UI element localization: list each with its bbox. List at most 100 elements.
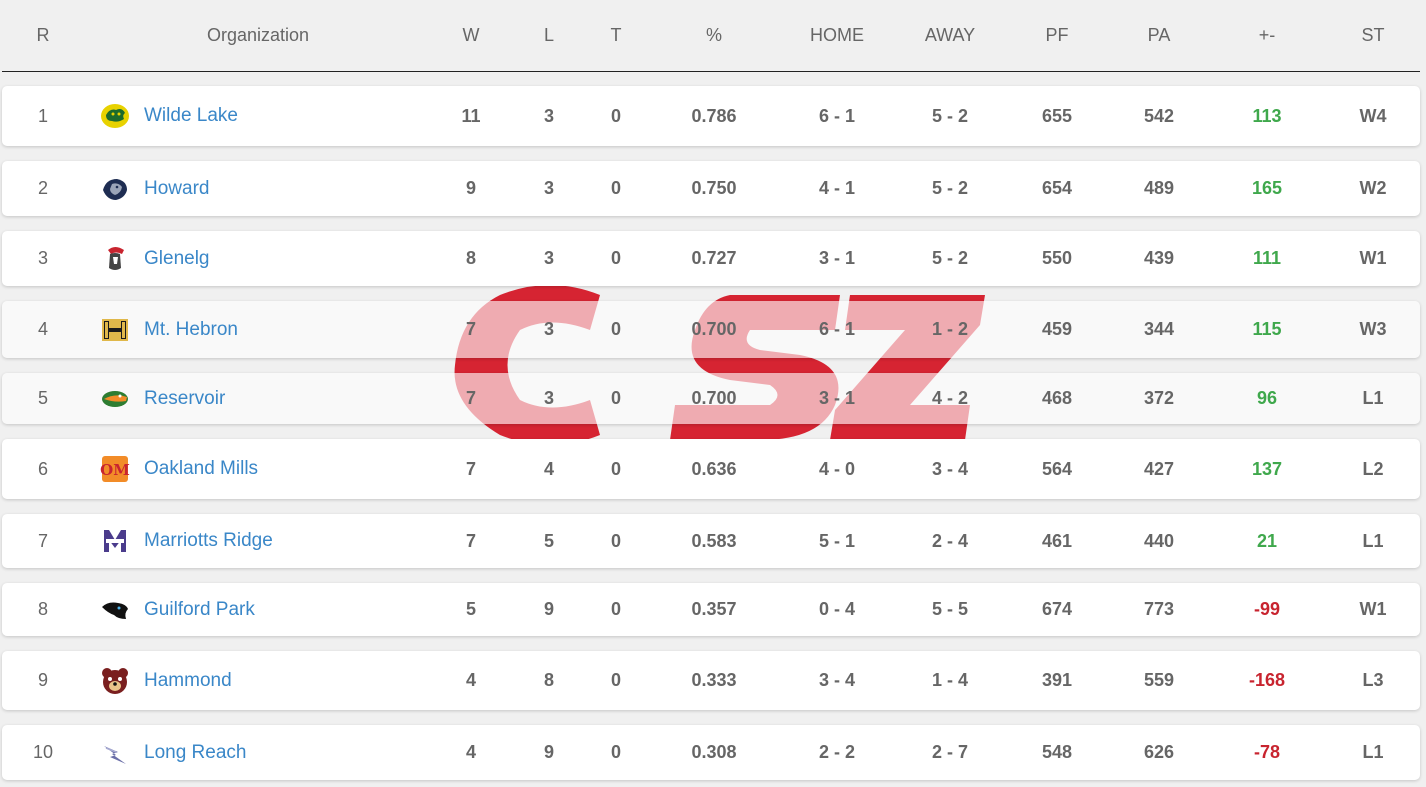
organization-link[interactable]: Howard: [144, 177, 210, 199]
cell-pf: 564: [1041, 458, 1073, 479]
cell-organization: Guilford Park: [100, 583, 420, 636]
cell-organization: Howard: [100, 161, 420, 216]
cell-pf: 391: [1041, 670, 1073, 690]
cell-organization: Hammond: [100, 651, 420, 710]
table-row[interactable]: 3 8 3 0 0.727 3 - 1 5 - 2 550 439 111 W1 Glenelg: [2, 231, 1420, 286]
cell-diff: 115: [1252, 319, 1282, 339]
cell-pct: 0.357: [691, 599, 737, 619]
cell-t: 0: [610, 178, 621, 198]
cell-organization: Wilde Lake: [100, 86, 420, 146]
organization-link[interactable]: Mt. Hebron: [144, 318, 238, 340]
cell-rank: 10: [32, 742, 54, 762]
cell-streak: W3: [1359, 319, 1387, 339]
col-header-wins[interactable]: W: [462, 24, 480, 45]
lightning-logo-icon: [100, 738, 130, 768]
cell-diff: -168: [1248, 670, 1286, 690]
table-row[interactable]: 9 4 8 0 0.333 3 - 4 1 - 4 391 559 -168 L3 Hammond: [2, 651, 1420, 710]
cell-diff: 21: [1256, 530, 1278, 551]
cell-pf: 550: [1041, 248, 1073, 268]
cell-home: 4 - 0: [818, 458, 856, 479]
col-header-home[interactable]: HOME: [810, 24, 864, 45]
organization-link[interactable]: Marriotts Ridge: [144, 530, 273, 551]
cell-streak: W1: [1359, 248, 1387, 268]
cell-w: 7: [465, 319, 476, 339]
col-header-streak[interactable]: ST: [1361, 24, 1385, 45]
cell-l: 3: [543, 319, 554, 339]
cell-l: 9: [543, 742, 554, 762]
cell-away: 3 - 4: [931, 458, 969, 479]
cell-w: 7: [465, 530, 476, 551]
organization-link[interactable]: Hammond: [144, 669, 232, 691]
cell-t: 0: [610, 105, 621, 126]
cell-streak: W1: [1359, 599, 1387, 619]
gator-logo-icon: [100, 384, 130, 414]
cell-t: 0: [610, 458, 621, 479]
table-row[interactable]: 5 7 3 0 0.700 3 - 1 4 - 2 468 372 96 L1 Reservoir: [2, 373, 1420, 424]
cell-rank: 6: [37, 458, 48, 479]
col-header-diff[interactable]: +-: [1258, 24, 1276, 45]
cell-t: 0: [610, 670, 621, 690]
cell-l: 8: [543, 670, 554, 690]
cell-pa: 439: [1143, 248, 1175, 268]
svg-text:OM: OM: [100, 461, 130, 479]
cell-streak: L1: [1362, 742, 1384, 762]
cell-diff: 165: [1251, 178, 1283, 198]
col-header-pf[interactable]: PF: [1045, 24, 1069, 45]
cell-pa: 773: [1143, 599, 1175, 619]
cell-streak: W2: [1359, 178, 1387, 198]
organization-link[interactable]: Glenelg: [144, 247, 210, 269]
cell-home: 3 - 1: [818, 388, 856, 408]
cell-pa: 427: [1143, 458, 1175, 479]
cell-diff: 96: [1256, 388, 1278, 408]
organization-link[interactable]: Long Reach: [144, 741, 247, 763]
table-row[interactable]: 7 7 5 0 0.583 5 - 1 2 - 4 461 440 21 L1 Marriotts R…: [2, 514, 1420, 568]
cell-diff: 113: [1252, 105, 1282, 126]
cell-w: 4: [465, 742, 476, 762]
table-row[interactable]: 2 9 3 0 0.750 4 - 1 5 - 2 654 489 165 W2 Howard: [2, 161, 1420, 216]
col-header-away[interactable]: AWAY: [924, 24, 976, 45]
cell-t: 0: [610, 319, 621, 339]
cell-rank: 2: [37, 178, 48, 198]
table-row[interactable]: 8 5 9 0 0.357 0 - 4 5 - 5 674 773 -99 W1 Guilford P…: [2, 583, 1420, 636]
cell-pct: 0.700: [691, 319, 737, 339]
organization-link[interactable]: Reservoir: [144, 387, 226, 409]
cell-pf: 655: [1041, 105, 1073, 126]
cell-organization: Reservoir: [100, 373, 420, 424]
cell-diff: 137: [1251, 458, 1283, 479]
cell-away: 4 - 2: [931, 388, 969, 408]
cell-home: 6 - 1: [818, 319, 856, 339]
cell-pa: 559: [1143, 670, 1175, 690]
col-header-losses[interactable]: L: [543, 24, 554, 45]
organization-link[interactable]: Wilde Lake: [144, 105, 238, 126]
col-header-organization[interactable]: Organization: [206, 24, 310, 45]
cell-t: 0: [610, 530, 621, 551]
cell-home: 0 - 4: [818, 599, 856, 619]
col-header-pa[interactable]: PA: [1147, 24, 1171, 45]
cell-organization: Mt. Hebron: [100, 301, 420, 358]
col-header-rank[interactable]: R: [36, 24, 50, 45]
cell-away: 2 - 7: [931, 742, 969, 762]
cell-home: 3 - 4: [818, 670, 856, 690]
table-row[interactable]: 10 4 9 0 0.308 2 - 2 2 - 7 548 626 -78 L1 Long Reac…: [2, 725, 1420, 780]
organization-link[interactable]: Guilford Park: [144, 598, 255, 620]
cell-t: 0: [610, 742, 621, 762]
cell-w: 9: [465, 178, 476, 198]
cell-l: 3: [543, 178, 554, 198]
cell-w: 4: [465, 670, 476, 690]
table-row[interactable]: 4 7 3 0 0.700 6 - 1 1 - 2 459 344 115 W3 Mt. Hebron: [2, 301, 1420, 358]
gladiator-logo-icon: [100, 244, 130, 274]
cell-rank: 5: [37, 388, 48, 408]
organization-link[interactable]: Oakland Mills: [144, 458, 259, 479]
cell-streak: L1: [1362, 530, 1384, 551]
cell-pf: 468: [1041, 388, 1073, 408]
col-header-pct[interactable]: %: [705, 24, 722, 45]
cell-pa: 626: [1143, 742, 1175, 762]
cell-pct: 0.700: [691, 388, 737, 408]
col-header-ties[interactable]: T: [610, 24, 622, 45]
cell-pct: 0.727: [691, 248, 737, 268]
cell-rank: 9: [37, 670, 48, 690]
table-row[interactable]: 6 7 4 0 0.636 4 - 0 3 - 4 564 427 137 L2 OM Oakland …: [2, 439, 1420, 499]
cell-streak: L1: [1362, 388, 1384, 408]
cell-pct: 0.786: [691, 105, 737, 126]
